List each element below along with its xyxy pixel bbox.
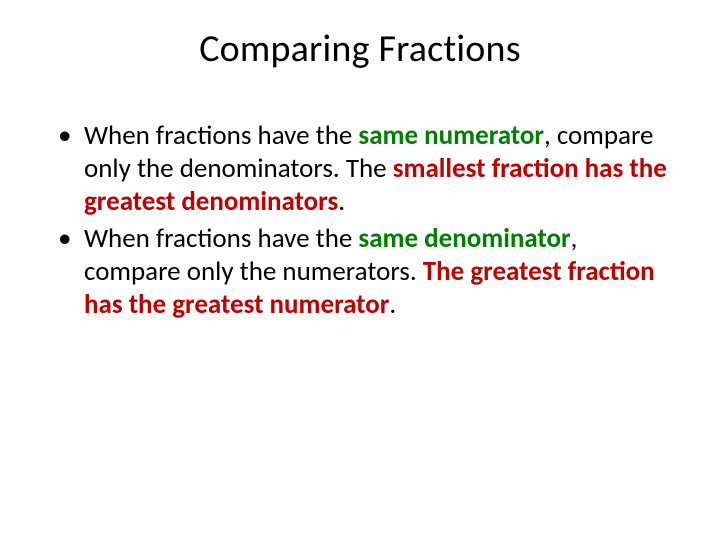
list-item: When fractions have the same denominator… [84,223,670,322]
text-run: . [338,185,345,218]
slide-title: Comparing Fractions [50,26,670,72]
emphasis-green: same denominator [358,222,570,255]
text-run: When fractions have the [84,222,358,255]
list-item: When fractions have the same numerator, … [84,120,670,219]
bullet-list: When fractions have the same numerator, … [50,120,670,322]
text-run: When fractions have the [84,119,358,152]
slide: Comparing Fractions When fractions have … [0,0,720,540]
emphasis-green: same numerator [358,119,544,152]
text-run: . [389,288,396,321]
